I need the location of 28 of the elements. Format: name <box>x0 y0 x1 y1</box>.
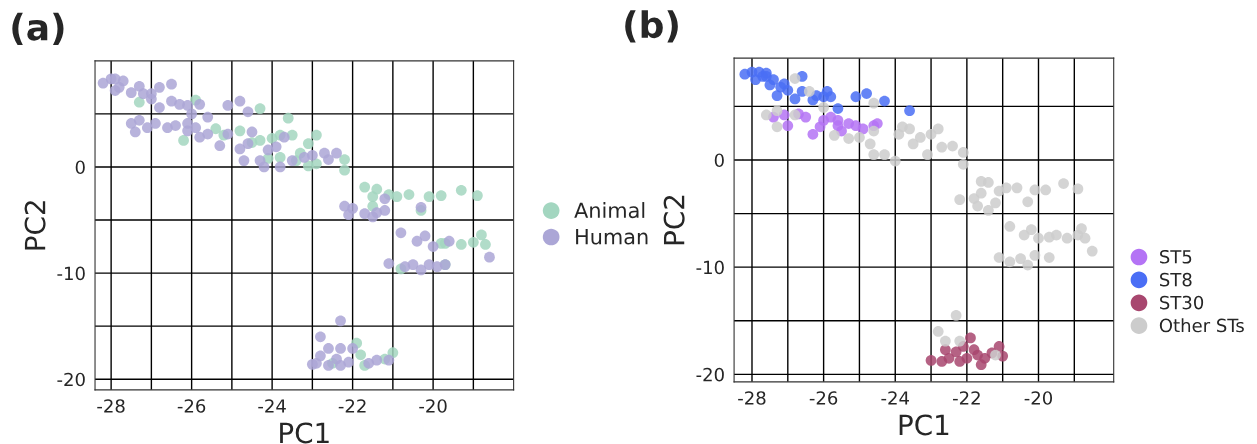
y-tick-label: 0 <box>75 160 85 175</box>
y-tick-label: 0 <box>714 153 724 168</box>
y-tick-label: -10 <box>57 266 85 281</box>
chart-title: (a) <box>12 12 64 45</box>
legend-label: Other STs <box>1159 318 1244 333</box>
y-axis-title: PC2 <box>24 201 46 250</box>
x-tick-label: -28 <box>97 399 125 413</box>
x-tick-label: -26 <box>809 391 838 405</box>
x-axis-title: PC1 <box>280 422 329 444</box>
x-tick-label: -22 <box>338 399 366 413</box>
x-tick-label: -22 <box>953 391 980 405</box>
y-tick-label: -20 <box>696 367 724 382</box>
chart-title: (b) <box>625 10 678 43</box>
x-tick-label: -20 <box>1024 391 1053 405</box>
x-tick-label: -24 <box>258 399 286 413</box>
x-axis-title: PC1 <box>899 414 949 436</box>
x-tick-label: -28 <box>738 391 766 405</box>
x-tick-label: -26 <box>177 399 206 413</box>
y-tick-label: -10 <box>696 260 724 275</box>
y-tick-label: -20 <box>57 372 85 387</box>
y-axis-title: PC2 <box>663 195 685 245</box>
legend-label: ST30 <box>1160 295 1204 310</box>
legend-label: ST5 <box>1160 249 1192 264</box>
legend-label: ST8 <box>1160 272 1192 287</box>
legend-label: Human <box>576 229 648 245</box>
x-tick-label: -24 <box>881 391 909 405</box>
legend-label: Animal <box>574 202 645 219</box>
x-tick-label: -20 <box>419 399 447 413</box>
